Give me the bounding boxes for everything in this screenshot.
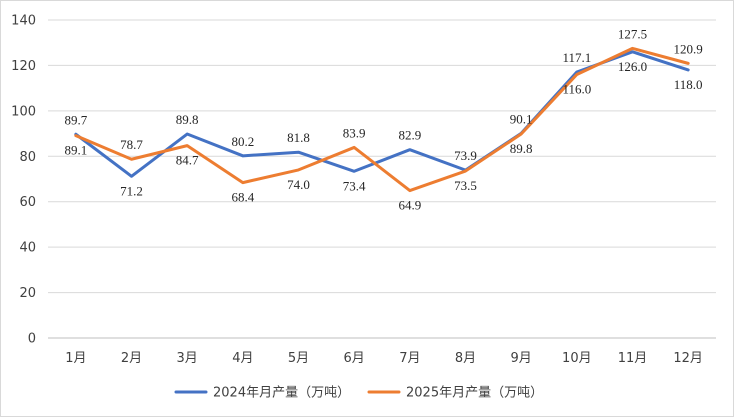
data-label: 89.8 [510,141,533,156]
series-line-1 [74,50,690,178]
x-axis-ticks: 1月 2月 3月 4月 5月 6月 7月 8月 9月 10月 11月 12月 [65,351,703,366]
data-label: 78.7 [120,137,143,152]
data-label: 81.8 [287,130,310,145]
x-tick-label: 7月 [399,351,420,366]
data-label: 116.0 [562,82,591,97]
gridlines [48,19,716,339]
data-label: 90.1 [510,111,533,126]
data-label: 71.2 [120,183,143,198]
data-label: 73.5 [454,178,477,193]
y-tick-label: 120 [11,59,36,74]
y-tick-label: 20 [19,286,36,301]
y-tick-label: 80 [19,150,36,165]
x-tick-label: 9月 [511,351,532,366]
data-label: 64.9 [398,198,421,213]
x-tick-label: 8月 [455,351,476,366]
x-tick-label: 6月 [344,351,365,366]
data-label: 73.4 [343,178,366,193]
data-label: 120.9 [674,41,703,56]
x-tick-label: 2月 [121,351,142,366]
data-label: 80.2 [231,134,254,149]
data-label: 89.1 [64,143,87,158]
x-tick-label: 12月 [673,351,703,366]
data-labels: 89.7 71.2 89.8 80.2 81.8 73.4 82.9 73.9 90.1 117.… [64,26,702,212]
x-tick-label: 3月 [177,351,198,366]
data-label: 126.0 [618,59,647,74]
y-tick-label: 60 [19,195,36,210]
data-label: 118.0 [674,77,703,92]
data-label: 127.5 [618,26,647,41]
data-label: 68.4 [231,190,254,205]
x-tick-label: 10月 [562,351,592,366]
data-label: 74.0 [287,177,310,192]
y-tick-label: 0 [28,332,36,347]
series-line-2 [74,46,690,193]
x-tick-label: 5月 [288,351,309,366]
y-tick-label: 100 [11,104,36,119]
data-label: 89.8 [176,112,199,127]
data-label: 82.9 [398,128,421,143]
data-label: 89.7 [64,112,87,127]
legend: 2024年月产量（万吨） 2025年月产量（万吨） [174,386,543,401]
y-tick-label: 140 [11,14,36,29]
data-label: 83.9 [343,125,366,140]
data-label: 117.1 [562,50,591,65]
data-label: 73.9 [454,148,477,163]
data-label: 84.7 [176,153,199,168]
y-tick-label: 40 [19,241,36,256]
legend-label: 2025年月产量（万吨） [406,386,543,401]
series-lines [74,46,690,193]
x-tick-label: 4月 [232,351,253,366]
x-tick-label: 1月 [65,351,86,366]
legend-label: 2024年月产量（万吨） [213,386,350,401]
x-tick-label: 11月 [618,351,648,366]
y-axis-ticks: 0 20 40 60 80 100 120 140 [11,14,36,347]
